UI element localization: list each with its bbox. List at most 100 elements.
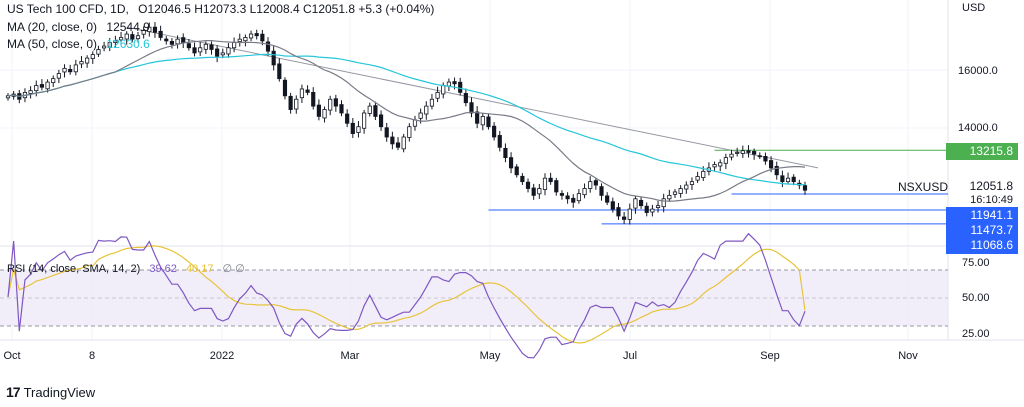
candle-body xyxy=(514,166,519,176)
candle-body xyxy=(34,85,39,92)
candle-body xyxy=(367,105,372,114)
candle-body xyxy=(215,48,220,57)
candle-body xyxy=(531,187,536,196)
candle-body xyxy=(311,91,316,107)
candle-body xyxy=(689,181,695,185)
candle-body xyxy=(446,81,451,87)
candle-body xyxy=(68,68,73,73)
candle-body xyxy=(395,142,401,148)
candle-body xyxy=(299,88,305,99)
symbol-tag: NSXUSD xyxy=(898,180,949,194)
candle-body xyxy=(610,201,615,210)
horizontal-levels[interactable] xyxy=(488,149,948,225)
candle-body xyxy=(627,208,632,220)
candle-body xyxy=(605,195,610,203)
x-tick-mar: Mar xyxy=(340,350,360,362)
candle-body xyxy=(260,33,265,42)
candle-body xyxy=(644,205,649,213)
candle-body xyxy=(407,126,412,138)
candle-body xyxy=(152,26,158,33)
candle-body xyxy=(503,147,508,159)
candle-body xyxy=(248,33,254,39)
tradingview-brand[interactable]: 17 TradingView xyxy=(6,384,95,400)
candle-body xyxy=(158,30,163,38)
candle-body xyxy=(169,41,175,45)
candle-body xyxy=(616,207,621,217)
ohlc-values: O12046.5 H12073.3 L12008.4 C12051.8 +5.3… xyxy=(138,2,435,16)
candle-body xyxy=(576,193,581,202)
countdown-tag: 16:10:49 xyxy=(952,192,1018,209)
candle-body xyxy=(571,197,576,203)
rsi-sma-value: 40.17 xyxy=(185,263,214,275)
brand-name: TradingView xyxy=(23,384,96,400)
candle-body xyxy=(418,112,423,119)
candle-body xyxy=(288,95,293,110)
candle-body xyxy=(356,126,361,133)
candle-body xyxy=(802,185,808,191)
x-tick-2022: 2022 xyxy=(209,350,235,362)
candle-body xyxy=(582,188,587,196)
candle-body xyxy=(277,63,282,80)
candle-body xyxy=(559,193,565,196)
candle-body xyxy=(791,176,796,183)
candle-body xyxy=(667,194,672,200)
candle-body xyxy=(622,216,627,220)
candle-body xyxy=(548,177,553,183)
candle-body xyxy=(554,180,559,193)
x-tick-jul: Jul xyxy=(622,350,638,362)
candle-body xyxy=(339,104,344,114)
x-tick-sep: Sep xyxy=(760,350,780,362)
candle-body xyxy=(328,98,333,111)
candle-body xyxy=(56,73,61,79)
ma50-legend[interactable]: MA (50, close, 0) 12630.6 xyxy=(7,37,150,51)
candle-body xyxy=(463,93,468,104)
candle-body xyxy=(537,188,542,195)
candle-body xyxy=(763,156,768,162)
candle-body xyxy=(508,157,514,169)
ma20-legend[interactable]: MA (20, close, 0) 12544.9 xyxy=(7,20,150,34)
candle-body xyxy=(192,47,197,54)
candle-body xyxy=(28,90,33,94)
x-tick-nov: Nov xyxy=(898,350,918,362)
candle-body xyxy=(345,113,350,124)
support1-tag: 11941.1 xyxy=(946,207,1018,224)
candle-body xyxy=(729,153,734,158)
candle-body xyxy=(486,116,491,128)
candle-body xyxy=(373,105,378,117)
candle-body xyxy=(492,125,497,138)
candle-body xyxy=(237,38,242,42)
candle-body xyxy=(480,116,485,126)
last-price-tag: 12051.8 xyxy=(952,178,1018,195)
candle-body xyxy=(695,176,700,181)
candle-body xyxy=(107,42,112,48)
price-tick-14000: 14000.0 xyxy=(958,122,998,134)
ma50-label: MA (50, close, 0) xyxy=(7,37,98,51)
candle-body xyxy=(718,162,723,167)
candle-body xyxy=(723,157,728,164)
candle-body xyxy=(124,33,129,40)
x-tick-may: May xyxy=(479,350,501,362)
rsi-tick-75: 75.00 xyxy=(962,257,990,269)
candle-body xyxy=(220,52,225,56)
candle-body xyxy=(757,155,762,158)
candle-body xyxy=(147,26,152,33)
trend-line[interactable] xyxy=(126,26,819,169)
x-tick-oct: Oct xyxy=(3,350,21,362)
candle-body xyxy=(45,81,50,90)
candle-body xyxy=(565,195,570,200)
candle-body xyxy=(684,184,689,190)
candle-body xyxy=(740,150,745,154)
candle-body xyxy=(186,43,191,49)
symbol-label[interactable]: US Tech 100 CFD, 1D, xyxy=(7,2,129,16)
candle-body xyxy=(774,165,779,176)
candle-body xyxy=(593,180,598,186)
candle-body xyxy=(79,61,84,65)
candle-body xyxy=(181,37,186,44)
candle-body xyxy=(203,43,208,50)
candle-body xyxy=(118,37,124,41)
rsi-legend[interactable]: RSI (14, close, SMA, 14, 2) 39.62 40.17 … xyxy=(7,262,245,275)
candle-body xyxy=(265,41,271,52)
rsi-tick-25: 25.00 xyxy=(962,328,990,340)
candle-body xyxy=(294,98,299,110)
